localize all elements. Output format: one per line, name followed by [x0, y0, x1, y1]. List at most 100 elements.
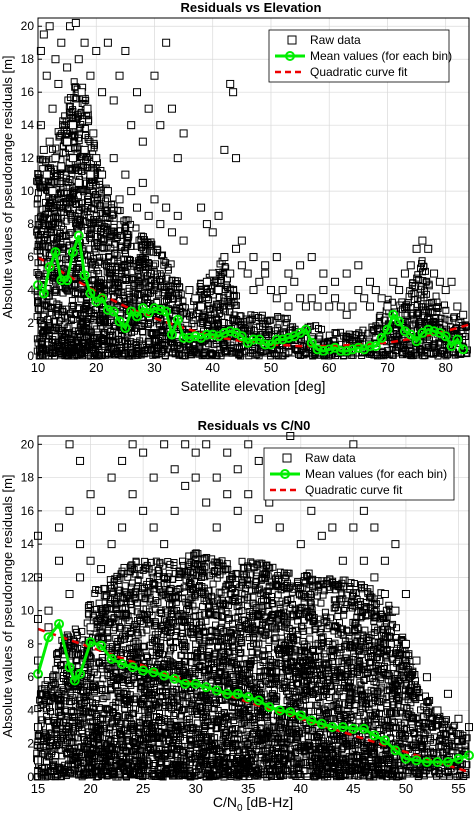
- legend-raw-marker: [287, 35, 297, 45]
- raw-data-point: [365, 302, 374, 311]
- raw-data-point: [129, 289, 137, 297]
- raw-data-point: [121, 267, 129, 275]
- y-tick-label: 6: [27, 250, 34, 264]
- raw-data-point: [48, 104, 57, 113]
- raw-data-point: [81, 237, 89, 245]
- raw-data-point: [58, 232, 66, 240]
- raw-data-point: [135, 284, 143, 292]
- raw-data-point: [90, 141, 98, 149]
- raw-data-point: [89, 129, 98, 138]
- raw-data-point: [354, 286, 363, 295]
- raw-data-point: [98, 336, 106, 344]
- raw-data-point: [459, 310, 468, 319]
- y-tick-label: 8: [27, 217, 34, 231]
- y-tick-label: 14: [21, 118, 35, 132]
- raw-data-point: [342, 269, 351, 278]
- y-tick-label: 12: [21, 151, 35, 165]
- raw-data-point: [202, 220, 211, 229]
- raw-data-point: [67, 165, 75, 173]
- raw-data-point: [120, 255, 128, 263]
- raw-data-point: [173, 211, 182, 220]
- raw-data-point: [123, 239, 131, 247]
- raw-data-point: [68, 154, 77, 163]
- raw-data-point: [150, 262, 158, 270]
- raw-data-point: [453, 302, 462, 311]
- raw-data-point: [354, 261, 363, 270]
- raw-data-point: [424, 244, 433, 253]
- y-tick-label: 18: [21, 52, 35, 66]
- x-axis-label: Satellite elevation [deg]: [181, 378, 326, 394]
- raw-data-point: [275, 320, 283, 328]
- raw-data-point: [146, 289, 154, 297]
- raw-data-point: [360, 294, 369, 303]
- raw-data-point: [432, 292, 440, 300]
- raw-data-point: [127, 121, 136, 130]
- raw-data-point: [237, 261, 246, 270]
- raw-data-point: [150, 195, 159, 204]
- raw-data-point: [117, 262, 125, 270]
- raw-data-point: [120, 563, 128, 571]
- raw-data-band: [33, 549, 471, 781]
- x-tick-label: 60: [322, 360, 336, 375]
- raw-data-point: [249, 253, 258, 262]
- x-tick-label: 40: [205, 360, 219, 375]
- raw-data-point: [54, 303, 62, 311]
- raw-data-point: [167, 228, 176, 237]
- raw-data-point: [51, 154, 60, 163]
- raw-data-point: [71, 311, 79, 319]
- raw-data-point: [132, 339, 140, 347]
- raw-data-point: [255, 277, 264, 286]
- raw-data-point: [160, 257, 168, 265]
- raw-data-point: [100, 253, 108, 261]
- raw-data-point: [158, 272, 166, 280]
- raw-data-point: [143, 345, 151, 353]
- raw-data-point: [179, 236, 188, 245]
- raw-data-point: [160, 261, 168, 269]
- raw-data-point: [162, 296, 170, 304]
- raw-data-point: [73, 116, 81, 124]
- raw-data-point: [86, 235, 94, 243]
- raw-data-point: [103, 38, 112, 47]
- raw-data-point: [383, 302, 392, 311]
- raw-data-point: [138, 178, 147, 187]
- raw-data-point: [38, 320, 46, 328]
- raw-data-point: [86, 138, 94, 146]
- raw-data-point: [115, 195, 124, 204]
- y-tick-label: 4: [27, 283, 34, 297]
- raw-data-point: [144, 104, 153, 113]
- raw-data-point: [400, 269, 409, 278]
- raw-data-point: [122, 250, 130, 258]
- raw-data-point: [39, 30, 48, 39]
- raw-data-point: [148, 240, 156, 248]
- raw-data-point: [110, 214, 118, 222]
- y-tick-label: 2: [27, 316, 34, 330]
- raw-data-point: [52, 144, 60, 152]
- raw-data-point: [208, 228, 217, 237]
- raw-data-point: [237, 236, 246, 245]
- raw-data-point: [127, 242, 135, 250]
- raw-data-point: [156, 121, 165, 130]
- raw-data-point: [144, 320, 152, 328]
- raw-data-point: [67, 213, 75, 221]
- raw-data-band: [33, 78, 471, 360]
- raw-data-point: [197, 203, 206, 212]
- y-axis-label: Absolute values of pseudorange residuals…: [0, 55, 15, 318]
- chart-cn0: Residuals vs C/N0 15 20 25 30 35 40 45 50 550246…: [0, 418, 474, 814]
- raw-data-point: [71, 18, 80, 27]
- raw-data-point: [57, 38, 66, 47]
- raw-data-point: [96, 278, 104, 286]
- raw-data-point: [85, 213, 93, 221]
- raw-data-point: [71, 145, 79, 153]
- raw-data-point: [84, 136, 92, 144]
- raw-data-point: [115, 296, 123, 304]
- raw-data-point: [98, 88, 107, 97]
- raw-data-point: [95, 253, 103, 261]
- raw-data-point: [124, 216, 132, 224]
- raw-data-point: [412, 244, 421, 253]
- raw-data-point: [92, 200, 100, 208]
- raw-data-point: [103, 243, 111, 251]
- x-tick-label: 20: [89, 360, 103, 375]
- raw-data-point: [121, 260, 129, 268]
- raw-data-point: [243, 269, 252, 278]
- raw-data-point: [80, 145, 89, 154]
